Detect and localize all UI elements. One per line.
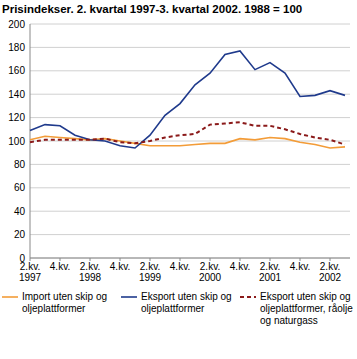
legend-label-line: Eksport uten skip og bbox=[141, 291, 232, 302]
x-tick-label-line: 2.kv. bbox=[320, 261, 340, 272]
y-axis bbox=[30, 24, 31, 258]
x-tick-label: 4.kv. bbox=[230, 261, 250, 272]
plot-lines bbox=[30, 51, 345, 148]
legend-label-line: oljeplattformer bbox=[141, 303, 205, 314]
x-tick-label-line: 2.kv. bbox=[260, 261, 280, 272]
y-tick-label: 120 bbox=[8, 112, 25, 123]
x-tick-label: 2.kv.1999 bbox=[139, 261, 162, 283]
legend-label-line: Import uten skip og bbox=[22, 291, 107, 302]
x-tick-label-line: 2002 bbox=[319, 272, 342, 283]
legend-swatch bbox=[121, 296, 137, 298]
x-tick-label: 2.kv.1998 bbox=[79, 261, 102, 283]
grid-line bbox=[30, 94, 350, 95]
x-tick-label-line: 2.kv. bbox=[80, 261, 100, 272]
grid-line bbox=[30, 211, 350, 212]
x-tick-label-line: 1998 bbox=[79, 272, 102, 283]
x-tick-label-line: 4.kv. bbox=[170, 261, 190, 272]
y-tick-label: 60 bbox=[14, 182, 26, 193]
x-tick-label-line: 4.kv. bbox=[230, 261, 250, 272]
grid-line bbox=[30, 187, 350, 188]
x-tick-label-line: 2.kv. bbox=[200, 261, 220, 272]
y-tick-label: 200 bbox=[8, 19, 25, 30]
y-tick-label: 160 bbox=[8, 65, 25, 76]
x-tick-label: 2.kv.1997 bbox=[19, 261, 42, 283]
legend-label-line: oljeplattformer bbox=[22, 303, 86, 314]
grid-line bbox=[30, 24, 350, 25]
y-tick-label: 40 bbox=[14, 206, 26, 217]
x-axis bbox=[30, 258, 350, 259]
x-tick-label: 4.kv. bbox=[50, 261, 70, 272]
grid-line bbox=[30, 164, 350, 165]
series-line bbox=[30, 136, 345, 148]
y-tick-label: 80 bbox=[14, 159, 26, 170]
legend-label: Eksport uten skip ogoljeplattformer bbox=[141, 291, 232, 314]
legend-label: Eksport uten skip ogoljeplattformer, råo… bbox=[260, 291, 353, 326]
series-line bbox=[30, 122, 345, 144]
x-tick-label-line: 2.kv. bbox=[20, 261, 40, 272]
x-tick-label-line: 4.kv. bbox=[290, 261, 310, 272]
x-tick-label-line: 1999 bbox=[139, 272, 162, 283]
grid-line bbox=[30, 258, 350, 259]
y-tick-label: 180 bbox=[8, 42, 25, 53]
x-tick-label-line: 2001 bbox=[259, 272, 282, 283]
x-tick-label-line: 1997 bbox=[19, 272, 42, 283]
grid-line bbox=[30, 234, 350, 235]
legend-label-line: og naturgass bbox=[260, 315, 318, 326]
y-tick-label: 20 bbox=[14, 229, 26, 240]
legend-swatch bbox=[240, 296, 256, 298]
series-line bbox=[30, 51, 345, 148]
grid-line bbox=[30, 70, 350, 71]
legend-label-line: Eksport uten skip og bbox=[260, 291, 351, 302]
legend-swatch bbox=[2, 296, 18, 298]
legend-label-line: oljeplattformer, råolje bbox=[260, 303, 353, 314]
x-tick-label: 4.kv. bbox=[110, 261, 130, 272]
x-tick-label-line: 2000 bbox=[199, 272, 222, 283]
y-tick-label: 140 bbox=[8, 89, 25, 100]
x-tick-label-line: 2.kv. bbox=[140, 261, 160, 272]
x-tick-label: 2.kv.2001 bbox=[259, 261, 282, 283]
x-tick-label: 2.kv.2000 bbox=[199, 261, 222, 283]
legend-label: Import uten skip ogoljeplattformer bbox=[22, 291, 107, 314]
grid-line bbox=[30, 117, 350, 118]
x-tick-label: 4.kv. bbox=[170, 261, 190, 272]
x-tick-label-line: 4.kv. bbox=[110, 261, 130, 272]
x-tick-label: 2.kv.2002 bbox=[319, 261, 342, 283]
x-tick-label-line: 4.kv. bbox=[50, 261, 70, 272]
y-tick-label: 100 bbox=[8, 136, 25, 147]
title: Prisindekser. 2. kvartal 1997-3. kvartal… bbox=[2, 3, 302, 15]
grid-line bbox=[30, 47, 350, 48]
grid-line bbox=[30, 141, 350, 142]
x-tick-label: 4.kv. bbox=[290, 261, 310, 272]
